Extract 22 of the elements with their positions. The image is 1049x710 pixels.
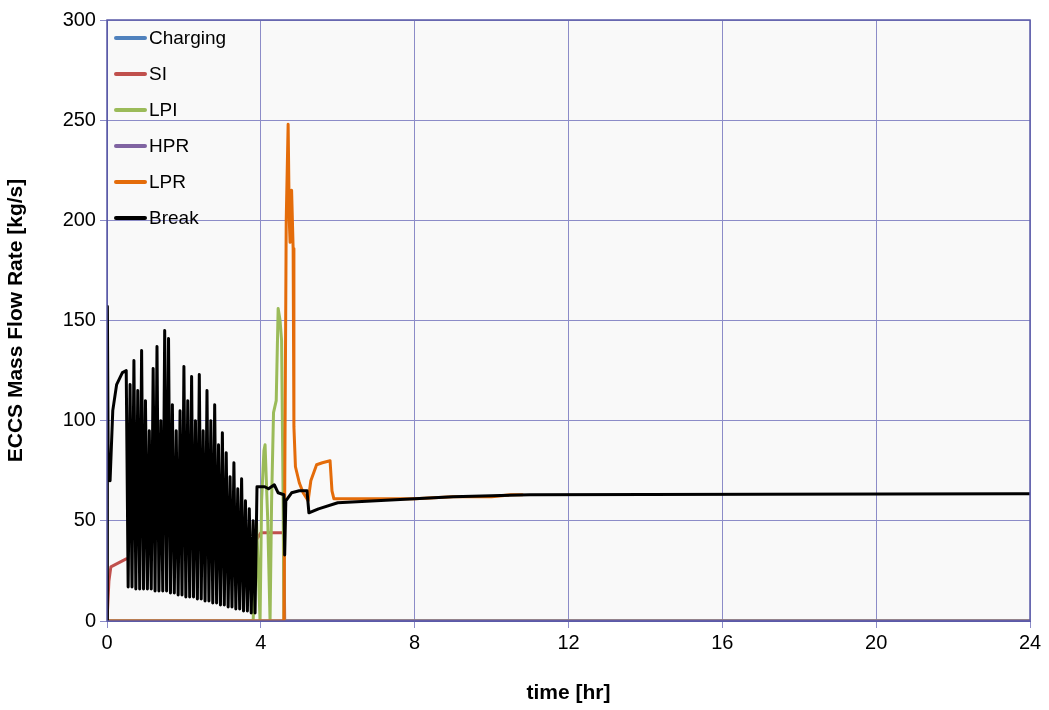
y-tick-label: 150 — [62, 308, 96, 331]
legend-label: HPR — [149, 135, 190, 157]
y-tick-label: 50 — [73, 508, 96, 531]
y-tick-label: 200 — [62, 207, 96, 230]
x-tick-label: 16 — [711, 630, 734, 653]
y-tick-label: 0 — [84, 608, 96, 631]
y-tick-label: 100 — [62, 408, 96, 431]
x-tick-label: 0 — [101, 630, 113, 653]
legend-label: Charging — [149, 27, 227, 49]
y-tick-label: 250 — [62, 107, 96, 130]
legend-label: SI — [149, 63, 167, 85]
y-axis-title: ECCS Mass Flow Rate [kg/s] — [3, 178, 27, 463]
y-tick-label: 300 — [62, 7, 96, 30]
x-tick-label: 12 — [557, 630, 580, 653]
legend-label: LPI — [149, 99, 178, 121]
legend-label: LPR — [149, 171, 186, 193]
x-tick-label: 24 — [1018, 630, 1042, 653]
x-tick-label: 8 — [409, 630, 421, 653]
legend-label: Break — [149, 207, 199, 229]
x-tick-label: 4 — [255, 630, 267, 653]
x-axis-title: time [hr] — [526, 680, 611, 704]
x-tick-label: 20 — [865, 630, 888, 653]
